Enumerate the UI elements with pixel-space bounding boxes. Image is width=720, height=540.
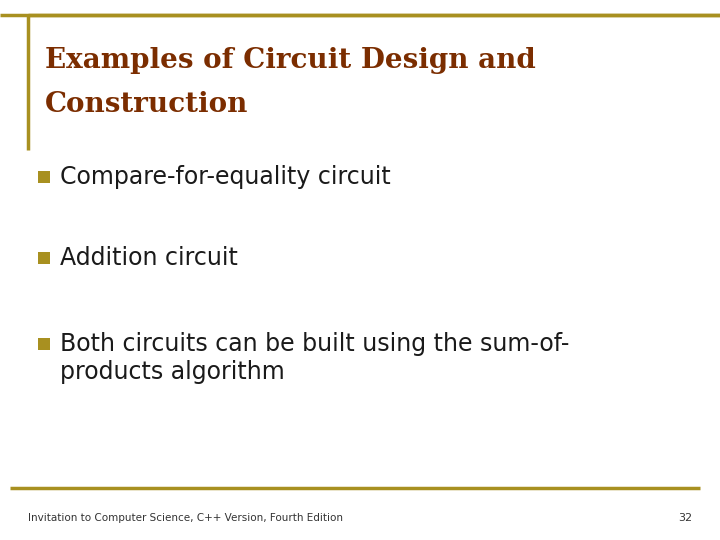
Text: Both circuits can be built using the sum-of-: Both circuits can be built using the sum… [60, 332, 570, 356]
Text: Examples of Circuit Design and: Examples of Circuit Design and [45, 46, 536, 73]
Bar [38, 338, 50, 350]
Bar [38, 252, 50, 264]
Text: Invitation to Computer Science, C++ Version, Fourth Edition: Invitation to Computer Science, C++ Vers… [28, 513, 343, 523]
Text: 32: 32 [678, 513, 692, 523]
Bar [38, 171, 50, 183]
Text: Compare-for-equality circuit: Compare-for-equality circuit [60, 165, 391, 189]
Text: Construction: Construction [45, 91, 248, 118]
Text: products algorithm: products algorithm [60, 360, 284, 384]
Text: Addition circuit: Addition circuit [60, 246, 238, 270]
